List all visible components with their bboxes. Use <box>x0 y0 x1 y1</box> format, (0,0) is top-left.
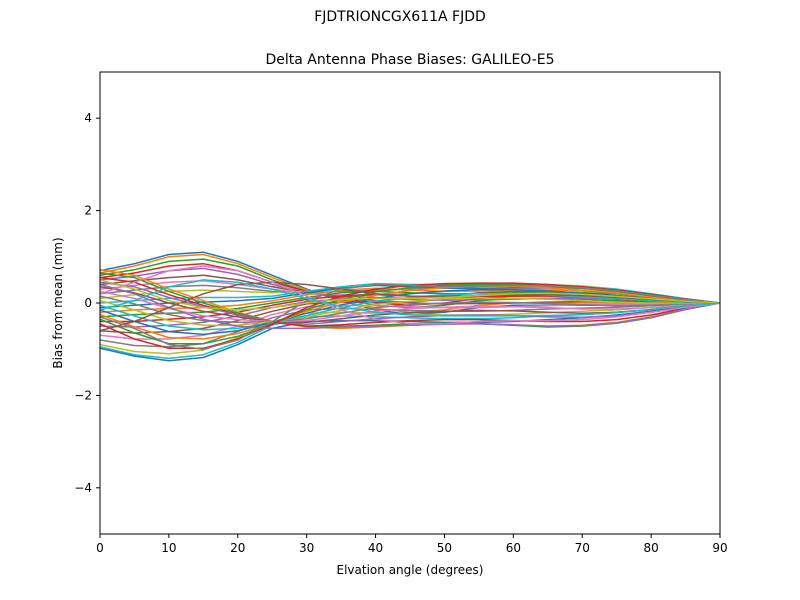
series-line-35 <box>99 283 721 330</box>
figure-suptitle: FJDTRIONCGX611A FJDD <box>314 9 486 25</box>
x-tick-label: 20 <box>230 541 245 555</box>
series-line-3 <box>99 258 720 309</box>
chart-title: Delta Antenna Phase Biases: GALILEO-E5 <box>265 52 554 68</box>
series-line-32 <box>99 285 721 340</box>
series-line-29 <box>99 297 720 326</box>
series-line-38 <box>99 283 721 350</box>
x-tick-label: 90 <box>712 541 727 555</box>
x-tick-label: 0 <box>96 541 104 555</box>
x-axis-label: Elvation angle (degrees) <box>337 563 484 577</box>
y-tick-label: −4 <box>74 481 92 495</box>
x-tick-label: 70 <box>575 541 590 555</box>
series-line-39 <box>99 279 721 311</box>
series-line-19 <box>99 302 721 355</box>
series-line-30 <box>99 293 721 331</box>
y-tick-label: 2 <box>84 204 92 218</box>
series-line-36 <box>99 281 721 332</box>
x-tick-label: 60 <box>506 541 521 555</box>
x-tick-label: 80 <box>643 541 658 555</box>
series-line-31 <box>99 288 721 336</box>
series-line-25 <box>99 281 721 326</box>
series-line-28 <box>99 295 721 324</box>
y-tick-label: −2 <box>74 388 92 402</box>
series-line-40 <box>99 279 721 317</box>
x-tick-label: 10 <box>161 541 176 555</box>
y-tick-label: 4 <box>84 111 92 125</box>
series-line-27 <box>99 290 721 323</box>
series-line-17 <box>99 302 721 340</box>
series-line-10 <box>99 282 721 304</box>
tick-layer: 0 10 20 30 40 50 60 70 80 90 −4 −2 0 2 4 <box>74 111 727 555</box>
y-tick-label: 0 <box>84 296 92 310</box>
x-tick-label: 50 <box>437 541 452 555</box>
x-tick-label: 30 <box>299 541 314 555</box>
y-axis-label: Bias from mean (mm) <box>51 237 65 368</box>
series-layer <box>99 251 721 362</box>
x-tick-label: 40 <box>368 541 383 555</box>
series-line-21 <box>99 302 721 362</box>
series-line-24 <box>99 276 721 327</box>
series-line-37 <box>99 265 721 325</box>
